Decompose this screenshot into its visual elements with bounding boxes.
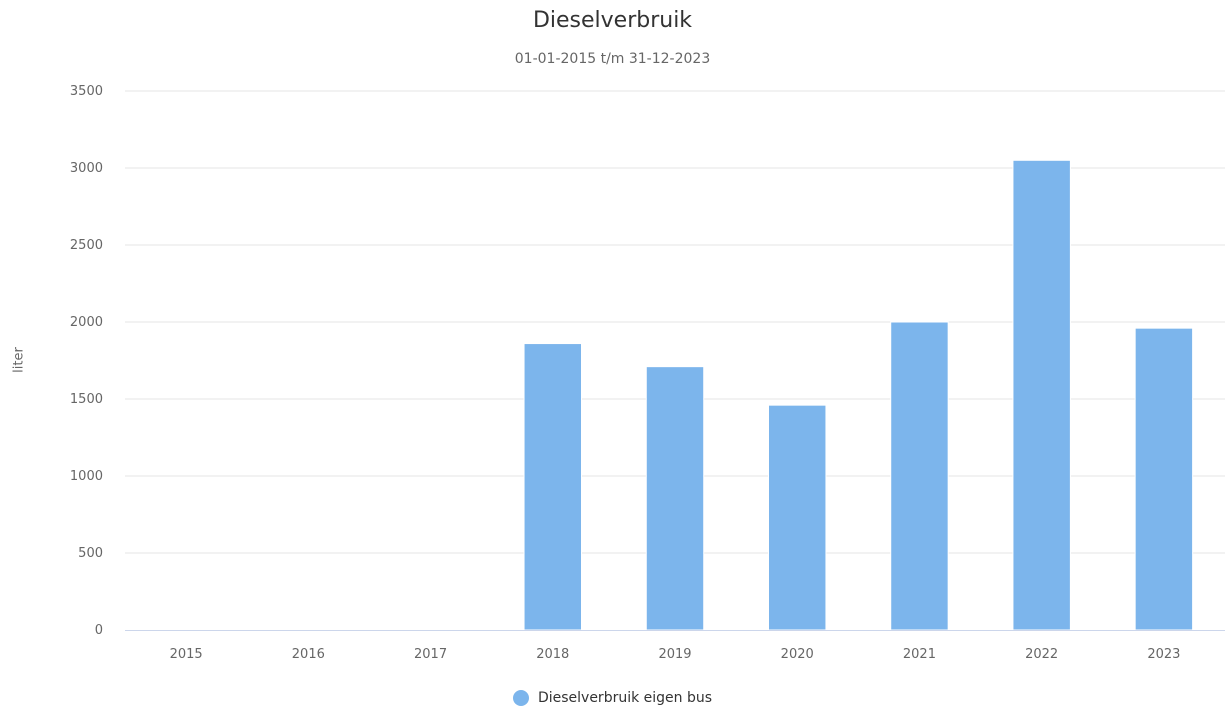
y-tick-label: 1500 <box>70 392 103 407</box>
y-tick-label: 3500 <box>70 84 103 99</box>
legend[interactable]: Dieselverbruik eigen bus <box>0 690 1225 706</box>
y-tick-label: 500 <box>78 546 103 561</box>
bars <box>523 159 1194 631</box>
bar-2021[interactable] <box>890 321 949 631</box>
legend-label[interactable]: Dieselverbruik eigen bus <box>537 690 713 706</box>
y-tick-label: 0 <box>95 623 103 638</box>
x-tick-label: 2022 <box>1025 647 1058 662</box>
chart-subtitle: 01-01-2015 t/m 31-12-2023 <box>514 51 711 67</box>
y-tick-label: 3000 <box>70 161 103 176</box>
y-tick-label: 2500 <box>70 238 103 253</box>
x-tick-label: 2020 <box>781 647 814 662</box>
x-tick-label: 2015 <box>170 647 203 662</box>
x-tick-label: 2019 <box>658 647 691 662</box>
bar-2020[interactable] <box>768 404 827 631</box>
x-tick-label: 2021 <box>903 647 936 662</box>
x-axis-ticks: 2015 2016 2017 2018 2019 2020 2021 2022 2023 <box>170 647 1181 662</box>
x-tick-label: 2023 <box>1147 647 1180 662</box>
y-tick-label: 1000 <box>70 469 103 484</box>
y-tick-label: 2000 <box>70 315 103 330</box>
bar-2019[interactable] <box>645 366 705 631</box>
bar-2022[interactable] <box>1012 159 1071 631</box>
legend-marker-icon <box>512 690 529 706</box>
x-tick-label: 2017 <box>414 647 447 662</box>
y-axis-ticks: 0 500 1000 1500 2000 2500 3000 3500 <box>70 84 103 638</box>
chart-title: Dieselverbruik <box>532 8 693 33</box>
bar-2023[interactable] <box>1134 327 1194 631</box>
x-tick-label: 2018 <box>536 647 569 662</box>
x-tick-label: 2016 <box>292 647 325 662</box>
bar-2018[interactable] <box>523 343 582 631</box>
